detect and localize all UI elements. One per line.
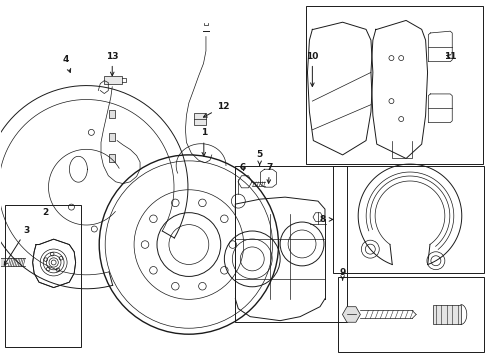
Polygon shape (0, 258, 5, 266)
Bar (194, 113, 206, 125)
Text: 13: 13 (106, 52, 119, 76)
Text: 3: 3 (4, 226, 29, 265)
Bar (433, 305, 461, 324)
Bar (306, 6, 483, 164)
Text: 2: 2 (43, 208, 49, 217)
Bar (104, 76, 122, 84)
Bar (338, 277, 484, 352)
Bar (333, 166, 484, 273)
Text: 7: 7 (266, 163, 272, 183)
Text: 9: 9 (340, 268, 346, 280)
Polygon shape (343, 307, 360, 322)
Text: 12: 12 (203, 102, 229, 117)
Text: 5: 5 (257, 150, 263, 165)
Bar (109, 110, 115, 118)
Text: 6: 6 (240, 163, 245, 172)
Text: 1: 1 (201, 129, 207, 156)
Bar (109, 154, 115, 162)
Bar (235, 166, 346, 321)
Text: 8: 8 (320, 215, 333, 224)
Bar (109, 133, 115, 141)
Text: 11: 11 (444, 52, 456, 61)
Bar (5, 205, 81, 347)
Text: 4: 4 (62, 55, 71, 72)
Text: 10: 10 (306, 52, 318, 86)
